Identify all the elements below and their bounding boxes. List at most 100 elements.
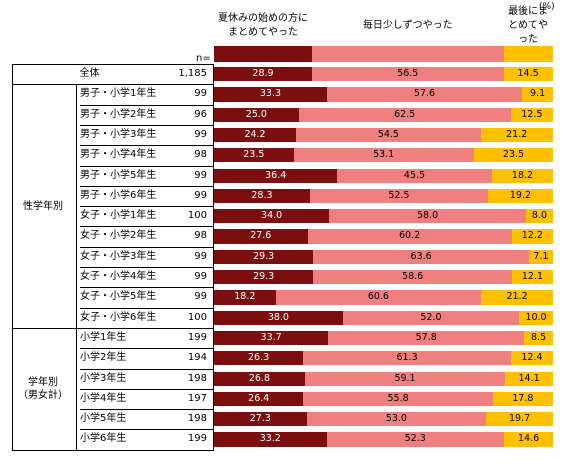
bar-value-label: 29.3 (253, 271, 275, 282)
bar-segment-1 (214, 290, 276, 305)
legend-swatch-1 (214, 46, 312, 62)
group-border (12, 449, 214, 451)
bar-segment-3 (503, 432, 554, 447)
bar-value-label: 9.1 (530, 88, 546, 100)
bar-value-label: 26.4 (248, 392, 270, 404)
row-divider (80, 267, 214, 268)
bar-segment-2 (326, 87, 523, 102)
bar-segment-1 (214, 412, 307, 427)
n-value: 100 (187, 311, 207, 323)
bar-segment-3 (511, 229, 553, 244)
row-label: 小学1年生 (80, 331, 127, 343)
bar-value-label: 59.1 (394, 372, 416, 384)
bar-segment-3 (528, 249, 553, 264)
bar-segment-2 (342, 310, 520, 325)
group-border (12, 64, 214, 65)
bar-segment-2 (307, 229, 512, 244)
bar-segment-1 (214, 432, 327, 447)
row-divider (80, 348, 214, 350)
row-label: 小学4年生 (80, 392, 127, 404)
bar-value-label: 27.3 (249, 413, 271, 425)
bar-segment-1 (214, 188, 310, 204)
row-label: 男子・小学3年生 (80, 128, 157, 140)
bar-segment-3 (522, 87, 553, 102)
bar-segment-1 (214, 229, 308, 244)
bar-segment-1 (214, 168, 338, 183)
row-label: 男子・小学5年生 (80, 169, 157, 181)
row-label: 男子・小学6年生 (80, 189, 157, 201)
bar-segment-3 (505, 371, 553, 386)
bar-value-label: 18.2 (511, 169, 534, 181)
bar-segment-2 (303, 391, 493, 407)
n-value: 198 (187, 372, 207, 384)
bar-segment-3 (510, 107, 553, 122)
n-value: 99 (194, 169, 207, 181)
bar-segment-1 (214, 127, 297, 143)
bar-value-label: 23.5 (502, 149, 525, 161)
bar-value-label: 28.3 (251, 189, 273, 201)
bar-value-label: 58.0 (416, 210, 439, 222)
row-label: 小学6年生 (80, 433, 127, 445)
bar-value-label: 8.5 (531, 331, 547, 343)
bar-segment-3 (487, 188, 553, 204)
row-label: 女子・小学3年生 (80, 250, 157, 262)
bar-segment-3 (510, 351, 553, 366)
bar-segment-2 (303, 351, 511, 366)
bar-segment-2 (329, 209, 526, 224)
n-header: n= (196, 53, 211, 64)
bar-value-label: 29.3 (253, 250, 275, 262)
bar-segment-2 (313, 270, 512, 285)
bar-value-label: 57.6 (413, 88, 436, 100)
n-value: 199 (187, 331, 207, 343)
n-value: 99 (194, 291, 207, 303)
bar-value-label: 10.0 (525, 311, 547, 323)
bar-value-label: 17.8 (512, 392, 534, 404)
n-value: 98 (194, 149, 207, 161)
bar-value-label: 28.9 (252, 68, 274, 79)
bar-segment-1 (214, 270, 314, 285)
bar-value-label: 62.5 (394, 108, 416, 120)
group-label: 性学年別 (23, 200, 63, 212)
bar-value-label: 12.4 (521, 352, 543, 364)
bar-value-label: 54.5 (377, 128, 399, 140)
table-right-border (213, 64, 214, 450)
row-label: 男子・小学2年生 (80, 108, 157, 120)
row-label: 女子・小学5年生 (80, 291, 157, 303)
group-label: 学年別 （男女計） (18, 376, 68, 401)
bar-value-label: 60.6 (367, 291, 389, 303)
bar-value-label: 36.4 (265, 169, 287, 181)
bar-value-label: 26.8 (248, 372, 270, 384)
bar-segment-2 (311, 67, 504, 82)
legend-label-3: 最後にまとめてやった (508, 6, 549, 45)
bar-value-label: 12.2 (521, 230, 543, 242)
bar-segment-3 (519, 310, 553, 325)
bar-segment-1 (214, 148, 294, 163)
bar-value-label: 21.2 (506, 128, 528, 140)
bar-segment-3 (473, 148, 554, 163)
n-value: 96 (194, 108, 207, 120)
row-label: 男子・小学4年生 (80, 149, 157, 161)
bar-segment-1 (214, 351, 304, 366)
n-value: 198 (187, 413, 207, 425)
bar-value-label: 33.3 (259, 88, 282, 100)
row-divider (80, 104, 214, 106)
bar-segment-2 (337, 168, 492, 183)
row-divider (80, 409, 214, 411)
bar-value-label: 53.0 (385, 413, 407, 425)
bar-segment-2 (275, 290, 482, 305)
n-value: 199 (187, 433, 207, 445)
bar-segment-1 (214, 249, 314, 264)
row-label: 女子・小学6年生 (80, 311, 157, 323)
group-border (12, 327, 214, 329)
bar-segment-2 (296, 127, 481, 143)
row-divider (80, 206, 214, 208)
n-value: 99 (194, 88, 207, 100)
bar-segment-3 (491, 168, 554, 183)
bar-segment-1 (214, 310, 343, 325)
row-label: 女子・小学2年生 (80, 230, 157, 242)
bar-segment-3 (524, 330, 553, 346)
unit-label: (%) (539, 2, 555, 12)
table-left-border (12, 64, 13, 450)
bar-value-label: 60.2 (399, 230, 421, 242)
bar-value-label: 33.2 (259, 433, 281, 445)
